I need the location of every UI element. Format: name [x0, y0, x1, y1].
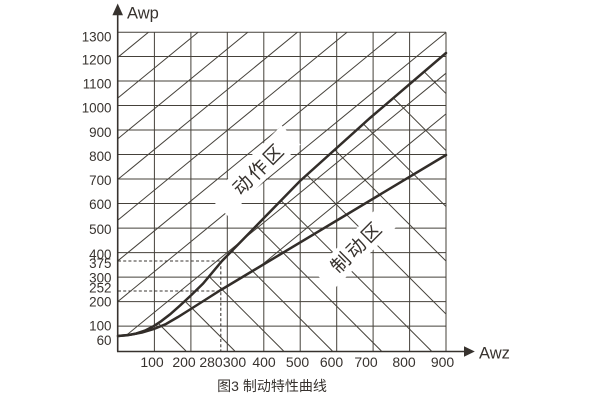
svg-text:100: 100 — [89, 319, 111, 334]
svg-text:800: 800 — [392, 354, 416, 370]
svg-text:700: 700 — [354, 354, 378, 370]
svg-text:Awz: Awz — [479, 345, 510, 363]
svg-text:700: 700 — [89, 173, 111, 188]
svg-text:600: 600 — [89, 197, 111, 212]
svg-text:900: 900 — [89, 125, 111, 140]
svg-text:300: 300 — [223, 354, 247, 370]
svg-text:60: 60 — [97, 333, 112, 348]
svg-text:100: 100 — [140, 354, 164, 370]
svg-text:Awp: Awp — [127, 5, 159, 23]
svg-text:280: 280 — [199, 354, 223, 370]
svg-text:500: 500 — [89, 222, 111, 237]
svg-text:图3 制动特性曲线: 图3 制动特性曲线 — [217, 378, 327, 394]
svg-text:500: 500 — [286, 354, 310, 370]
svg-text:400: 400 — [89, 247, 111, 262]
svg-text:400: 400 — [252, 354, 276, 370]
svg-text:300: 300 — [89, 271, 111, 286]
svg-text:800: 800 — [89, 149, 111, 164]
svg-text:1100: 1100 — [83, 77, 112, 92]
svg-text:200: 200 — [172, 354, 196, 370]
svg-text:375: 375 — [89, 256, 111, 271]
svg-text:1000: 1000 — [82, 101, 112, 116]
svg-text:252: 252 — [89, 281, 111, 296]
svg-text:900: 900 — [431, 354, 455, 370]
svg-text:1300: 1300 — [82, 30, 112, 45]
svg-text:1200: 1200 — [82, 53, 112, 68]
svg-text:200: 200 — [89, 295, 111, 310]
svg-text:600: 600 — [320, 354, 344, 370]
